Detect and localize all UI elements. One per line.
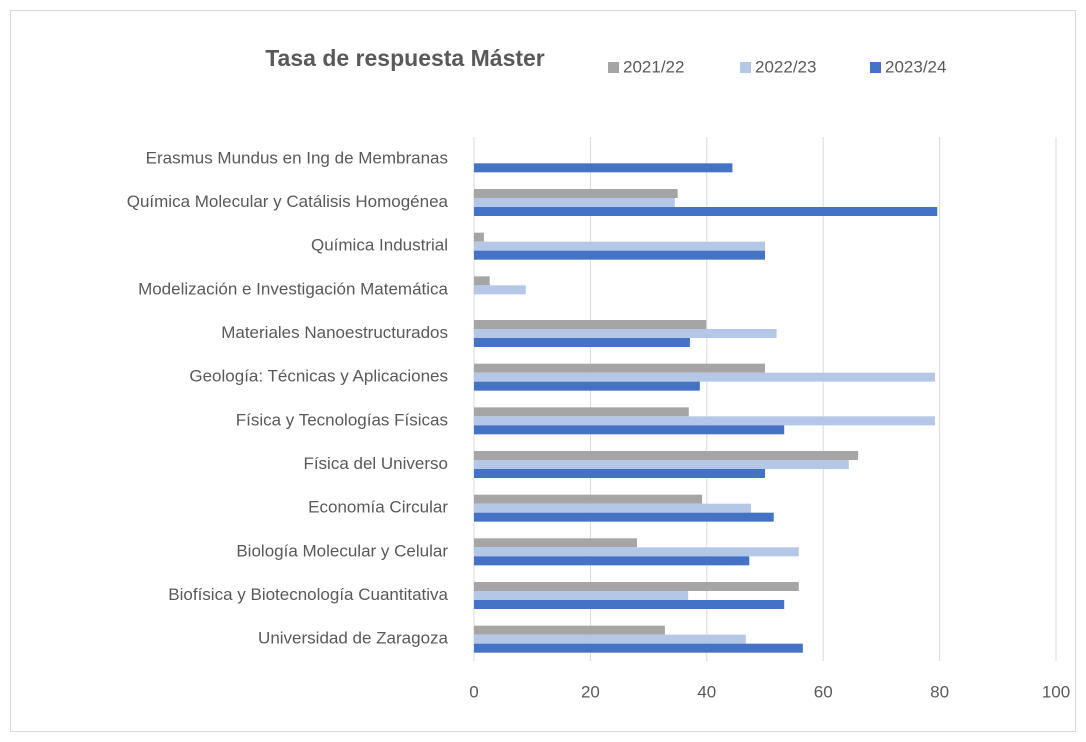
bar	[474, 372, 935, 382]
bar	[474, 198, 675, 207]
legend-label: 2021/22	[623, 57, 684, 76]
legend-label: 2023/24	[885, 57, 946, 76]
y-tick-label: Física del Universo	[303, 454, 448, 473]
bar	[474, 634, 746, 644]
bar	[474, 582, 799, 591]
bar	[474, 407, 689, 417]
bar	[474, 241, 765, 251]
x-tick-label: 60	[814, 682, 833, 701]
bar	[474, 460, 849, 469]
y-tick-label: Biología Molecular y Celular	[236, 541, 448, 560]
bar	[474, 600, 785, 609]
bar	[474, 469, 765, 478]
y-tick-label: Universidad de Zaragoza	[258, 629, 448, 648]
bar	[474, 416, 935, 426]
y-tick-label: Materiales Nanoestructurados	[221, 323, 448, 342]
bar	[474, 250, 765, 260]
bar	[474, 538, 637, 548]
bar	[474, 276, 490, 286]
x-tick-label: 80	[930, 682, 949, 701]
bar	[474, 547, 799, 557]
bar	[474, 320, 707, 329]
bar	[474, 363, 765, 373]
bar	[474, 556, 750, 566]
bar	[474, 207, 938, 216]
bar	[474, 625, 665, 635]
chart-title: Tasa de respuesta Máster	[265, 45, 545, 71]
bar	[474, 591, 689, 600]
y-tick-label: Química Industrial	[311, 236, 448, 255]
bar	[474, 494, 703, 504]
bar	[474, 329, 777, 338]
bar	[474, 425, 785, 435]
y-tick-label: Biofísica y Biotecnología Cuantitativa	[168, 585, 448, 604]
bar	[474, 163, 733, 173]
y-tick-label: Geología: Técnicas y Aplicaciones	[189, 367, 448, 386]
y-tick-label: Modelización e Investigación Matemática	[138, 279, 448, 298]
y-tick-label: Economía Circular	[308, 498, 448, 517]
y-tick-label: Química Molecular y Catálisis Homogénea	[127, 192, 449, 211]
bar	[474, 643, 803, 653]
legend-swatch	[870, 62, 881, 73]
legend-label: 2022/23	[755, 57, 816, 76]
x-tick-label: 40	[697, 682, 716, 701]
bar	[474, 381, 700, 391]
y-tick-label: Erasmus Mundus en Ing de Membranas	[146, 148, 448, 167]
bar	[474, 189, 678, 198]
x-tick-label: 100	[1042, 682, 1070, 701]
bar	[474, 451, 859, 460]
bar	[474, 503, 752, 513]
bar	[474, 338, 690, 347]
bar	[474, 232, 484, 242]
x-tick-label: 0	[469, 682, 478, 701]
y-tick-label: Física y Tecnologías Físicas	[236, 410, 448, 429]
bar	[474, 285, 526, 295]
bar	[474, 512, 774, 522]
x-tick-label: 20	[581, 682, 600, 701]
legend-swatch	[608, 62, 619, 73]
legend-swatch	[740, 62, 751, 73]
